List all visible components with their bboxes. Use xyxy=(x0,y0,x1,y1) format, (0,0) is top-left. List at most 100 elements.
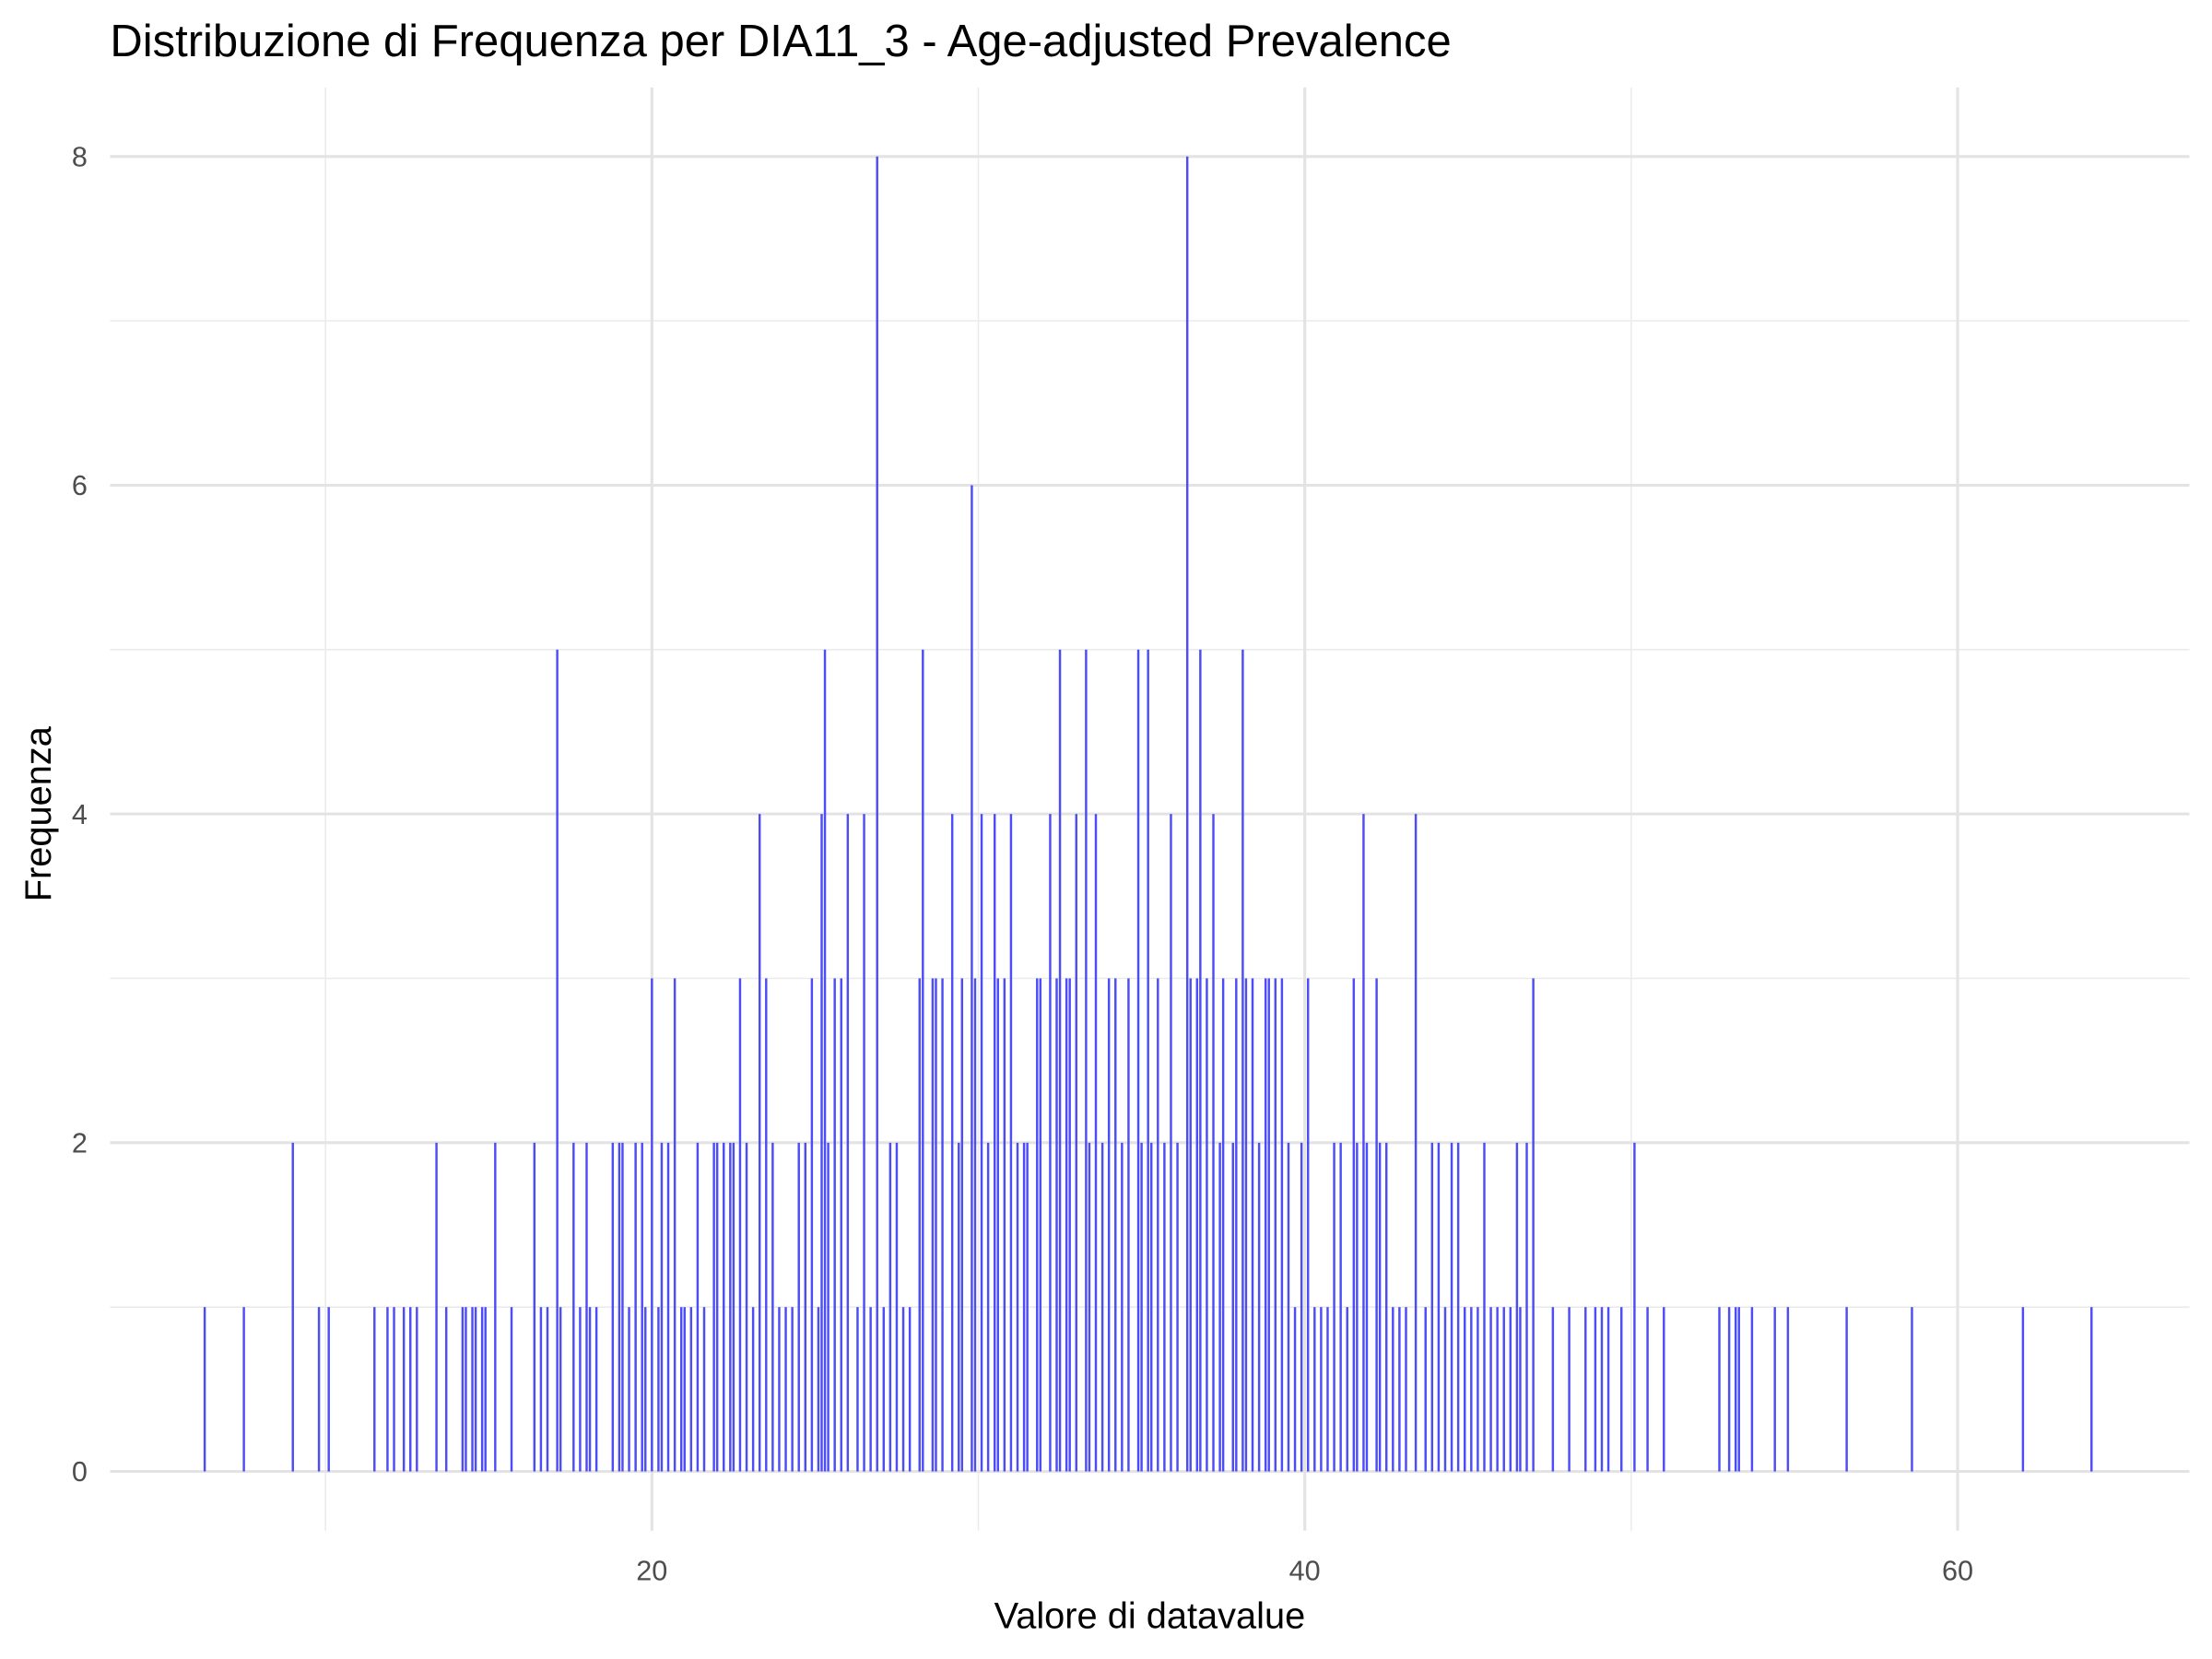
bar xyxy=(888,1142,892,1472)
bar xyxy=(621,1142,624,1472)
bar xyxy=(1450,1142,1453,1472)
x-tick-label: 60 xyxy=(1942,1555,1973,1586)
bar xyxy=(729,1142,732,1472)
bar xyxy=(666,1142,670,1472)
bar xyxy=(444,1307,448,1472)
bar xyxy=(1356,1142,1359,1472)
bar xyxy=(1221,978,1225,1472)
bar xyxy=(1140,1142,1143,1472)
bar xyxy=(539,1307,543,1472)
bar xyxy=(1845,1307,1848,1472)
bar xyxy=(1470,1307,1473,1472)
bar xyxy=(1199,649,1202,1472)
bar xyxy=(980,814,983,1472)
bar xyxy=(950,814,954,1472)
bar xyxy=(732,1142,735,1472)
bar xyxy=(1307,978,1310,1472)
x-tick-label: 20 xyxy=(636,1555,667,1586)
bar xyxy=(1620,1307,1623,1472)
bar xyxy=(804,1142,807,1472)
bar xyxy=(594,1307,598,1472)
bar xyxy=(1003,978,1006,1472)
bar xyxy=(559,1307,562,1472)
bar xyxy=(778,1307,781,1472)
bar xyxy=(1026,1142,1029,1472)
bar xyxy=(1212,814,1215,1472)
bar xyxy=(1734,1307,1737,1472)
bar xyxy=(1055,978,1058,1472)
bar xyxy=(1251,978,1254,1472)
bar xyxy=(797,1142,800,1472)
bar xyxy=(1430,1142,1434,1472)
bar xyxy=(1509,1307,1512,1472)
bar xyxy=(416,1307,418,1472)
bar xyxy=(203,1307,206,1472)
bar xyxy=(1094,814,1098,1472)
bar xyxy=(1157,978,1159,1472)
bar xyxy=(1568,1307,1571,1472)
bar xyxy=(657,1307,660,1472)
bar xyxy=(1163,1142,1166,1472)
bar xyxy=(922,649,924,1472)
bar xyxy=(996,978,999,1472)
bar xyxy=(1551,1307,1555,1472)
bar xyxy=(1352,978,1356,1472)
bar xyxy=(1244,978,1248,1472)
bar xyxy=(1519,1307,1522,1472)
bar xyxy=(715,1142,719,1472)
y-tick-label: 0 xyxy=(72,1456,88,1488)
bar xyxy=(1231,1142,1234,1472)
bar xyxy=(712,1142,715,1472)
bar xyxy=(1489,1307,1492,1472)
bar xyxy=(1313,1307,1316,1472)
bar xyxy=(291,1142,294,1472)
bar xyxy=(973,978,977,1472)
bar xyxy=(1300,1142,1303,1472)
bar xyxy=(827,1142,830,1472)
bar xyxy=(1058,649,1062,1472)
bar xyxy=(386,1307,389,1472)
bar xyxy=(1911,1307,1913,1472)
bar xyxy=(1718,1307,1721,1472)
bar xyxy=(1264,978,1267,1472)
x-axis-label: Valore di datavalue xyxy=(994,1595,1306,1636)
bar xyxy=(1195,978,1199,1472)
bar xyxy=(1633,1142,1636,1472)
bar xyxy=(373,1307,376,1472)
bar xyxy=(546,1307,549,1472)
bar xyxy=(435,1142,438,1472)
bar xyxy=(1750,1307,1754,1472)
bar xyxy=(644,1307,647,1472)
y-tick-label: 6 xyxy=(72,470,88,501)
bar xyxy=(1100,1142,1104,1472)
bar xyxy=(1326,1307,1329,1472)
bar xyxy=(572,1142,575,1472)
bar xyxy=(745,1142,748,1472)
bar xyxy=(634,1142,637,1472)
bar xyxy=(1068,978,1071,1472)
bar xyxy=(986,1142,990,1472)
bar xyxy=(679,1307,683,1472)
bar xyxy=(1147,649,1149,1472)
bar xyxy=(628,1307,630,1472)
bar xyxy=(869,1307,872,1472)
bar xyxy=(1009,814,1013,1472)
x-tick-label: 40 xyxy=(1289,1555,1321,1586)
bar xyxy=(1016,1142,1019,1472)
bar xyxy=(1065,978,1068,1472)
bar xyxy=(2090,1307,2093,1472)
bar xyxy=(1424,1307,1427,1472)
bar xyxy=(474,1307,477,1472)
bar xyxy=(935,978,937,1472)
bar xyxy=(1039,978,1042,1472)
bar xyxy=(1727,1307,1731,1472)
bar xyxy=(618,1142,621,1472)
bar xyxy=(402,1307,406,1472)
bar xyxy=(723,1142,725,1472)
bar xyxy=(1170,814,1172,1472)
bar xyxy=(1075,814,1077,1472)
bar xyxy=(1185,156,1189,1472)
bar xyxy=(738,978,742,1472)
